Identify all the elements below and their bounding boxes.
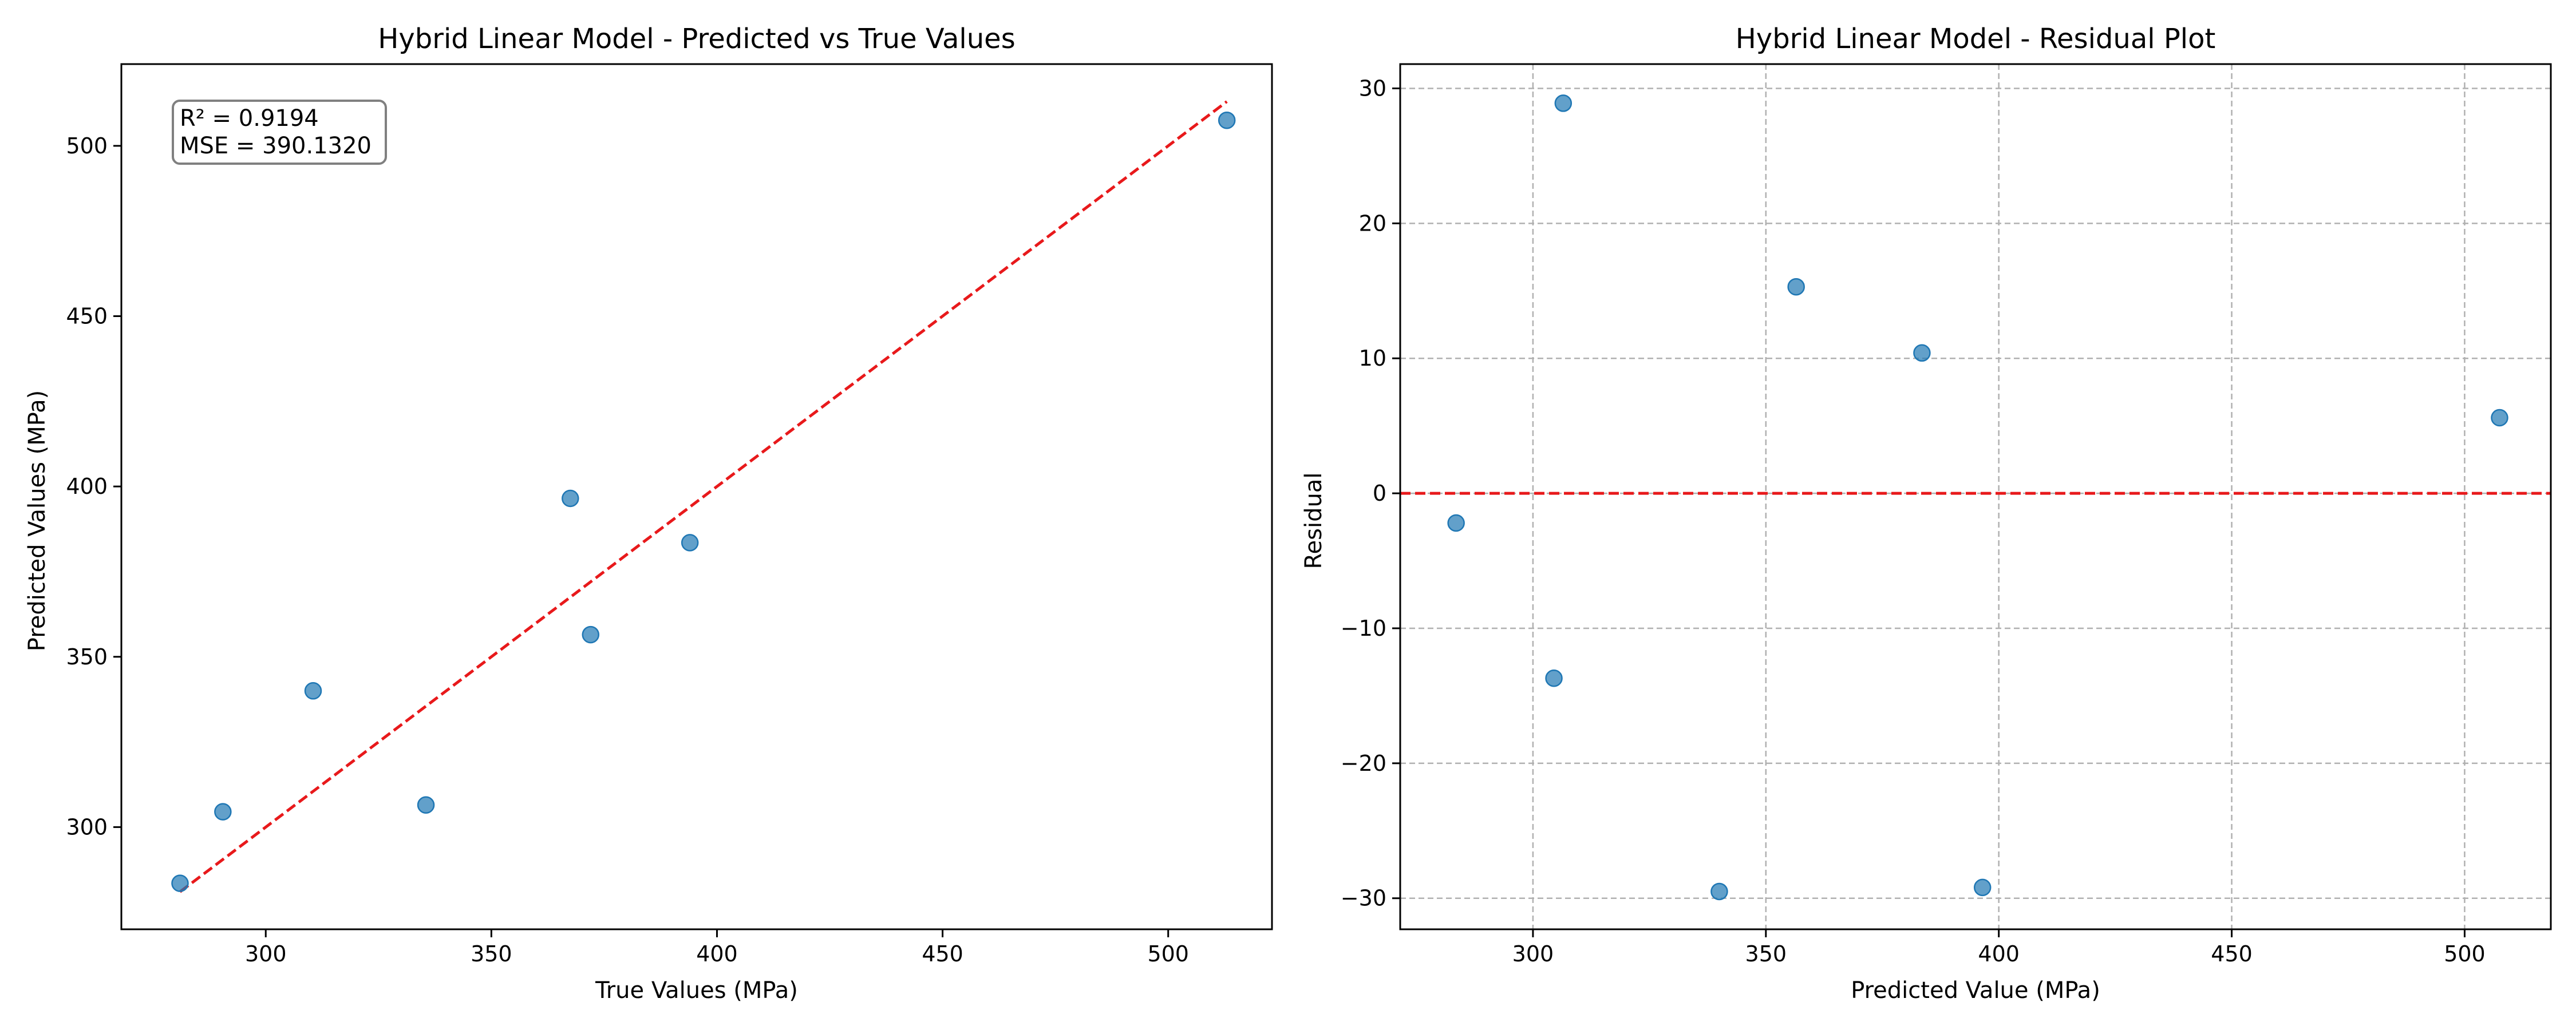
plot-area: 300 350 400 450 500 −30 −20 −10 0 10 20 30 (1341, 63, 2552, 966)
x-tick-label: 500 (1147, 941, 1189, 966)
y-tick-label: 300 (66, 814, 108, 839)
plot-area: 300 350 400 450 500 300 350 400 450 500 (66, 63, 1273, 966)
y-axis-label: Residual (1301, 473, 1327, 569)
data-point (1787, 278, 1805, 296)
mse-text: MSE = 390.1320 (180, 133, 372, 159)
x-axis-label: Predicted Value (MPa) (1851, 977, 2100, 1004)
y-tick-label: 400 (66, 474, 108, 499)
y-axis-label: Predicted Values (MPa) (24, 390, 50, 651)
data-point (1973, 878, 1992, 897)
residual-panel: Hybrid Linear Model - Residual Plot Pred… (1301, 23, 2552, 1004)
data-point (1447, 514, 1465, 532)
y-tick-label: 450 (66, 304, 108, 329)
x-tick-label: 350 (471, 941, 512, 966)
y-tick-label: 350 (66, 644, 108, 670)
axes-frame (120, 63, 1273, 930)
x-tick-label: 300 (1512, 941, 1554, 966)
axes-frame (1399, 63, 2552, 930)
data-point (681, 534, 699, 552)
data-point (1218, 111, 1236, 129)
data-point (582, 625, 600, 644)
y-tick-label: −30 (1341, 886, 1386, 911)
y-tick-label: 20 (1359, 211, 1386, 236)
identity-line (179, 100, 1228, 893)
stats-box (172, 100, 387, 165)
y-tick-label: −20 (1341, 751, 1386, 776)
chart-title: Hybrid Linear Model - Predicted vs True … (378, 23, 1015, 55)
data-point (304, 682, 322, 700)
chart-title: Hybrid Linear Model - Residual Plot (1736, 23, 2216, 55)
data-point (417, 796, 435, 814)
data-point (1545, 670, 1563, 687)
data-point (171, 874, 189, 892)
stats-annotation: R² = 0.9194 MSE = 390.1320 (172, 100, 387, 165)
data-point (1554, 94, 1573, 112)
x-tick-label: 400 (696, 941, 738, 966)
data-point (562, 489, 579, 508)
x-tick-label: 350 (1745, 941, 1787, 966)
y-tick-label: 0 (1373, 481, 1386, 506)
data-point (1913, 344, 1931, 362)
y-tick-label: 30 (1359, 76, 1386, 101)
x-tick-label: 500 (2444, 941, 2486, 966)
predicted-vs-true-panel: Hybrid Linear Model - Predicted vs True … (24, 23, 1273, 1004)
x-tick-label: 450 (2211, 941, 2253, 966)
data-point (1710, 882, 1728, 901)
data-point (2491, 409, 2508, 427)
data-point (214, 803, 232, 821)
y-tick-label: 10 (1359, 346, 1386, 371)
x-tick-label: 450 (922, 941, 963, 966)
r-squared-text: R² = 0.9194 (180, 105, 319, 132)
x-tick-label: 400 (1978, 941, 2020, 966)
x-tick-label: 300 (245, 941, 287, 966)
y-tick-label: 500 (66, 133, 108, 159)
y-tick-label: −10 (1341, 616, 1386, 641)
x-axis-label: True Values (MPa) (595, 977, 798, 1004)
